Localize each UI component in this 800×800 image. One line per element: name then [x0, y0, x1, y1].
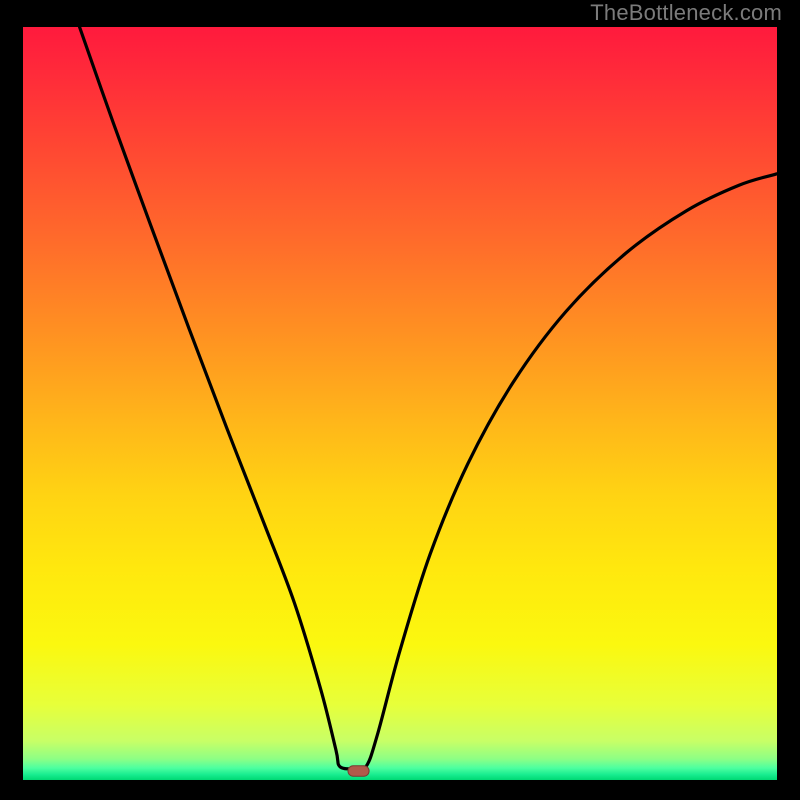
optimal-point-marker: [348, 766, 369, 777]
bottleneck-chart: [0, 0, 800, 800]
watermark-text: TheBottleneck.com: [590, 0, 782, 26]
plot-gradient-background: [23, 27, 777, 780]
chart-container: TheBottleneck.com: [0, 0, 800, 800]
